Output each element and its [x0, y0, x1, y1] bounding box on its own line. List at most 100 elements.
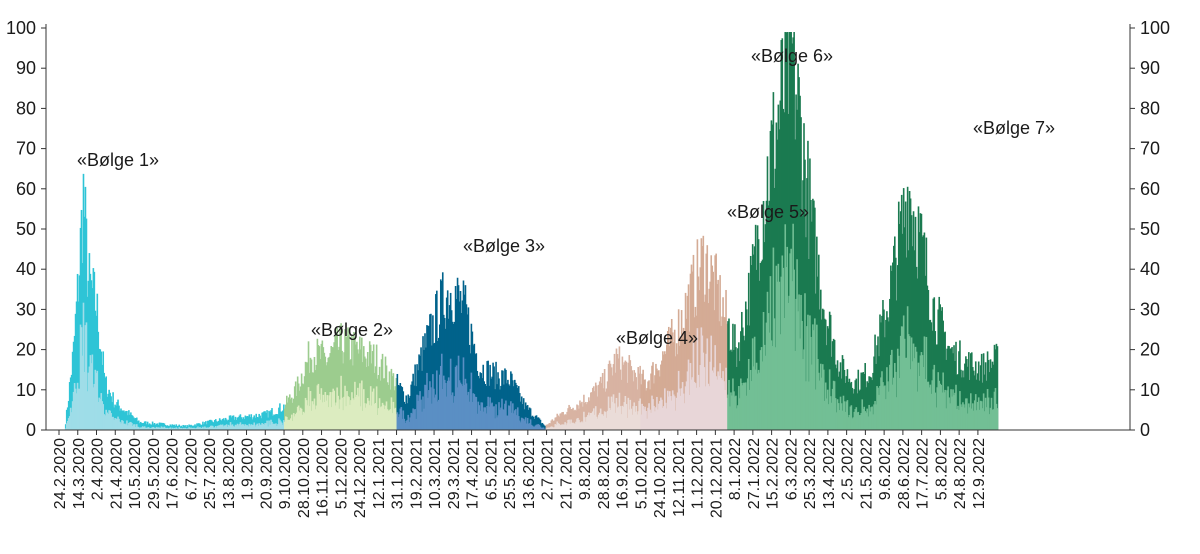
daily-sub-bar: [976, 401, 979, 430]
daily-bar: [320, 343, 323, 430]
daily-sub-bar: [67, 418, 70, 430]
daily-sub-bar: [305, 400, 308, 430]
daily-sub-bar: [698, 387, 701, 430]
daily-sub-bar: [573, 423, 575, 430]
daily-bar: [688, 331, 691, 430]
daily-bar: [683, 333, 686, 430]
daily-bar: [255, 413, 258, 430]
daily-sub-bar: [241, 424, 244, 430]
daily-bar: [964, 363, 966, 430]
daily-bar: [910, 215, 913, 430]
daily-sub-bar: [974, 394, 977, 430]
daily-sub-bar: [507, 415, 509, 430]
daily-bar: [287, 397, 290, 430]
daily-sub-bar: [805, 381, 807, 430]
daily-bar: [164, 425, 167, 430]
daily-sub-bar: [875, 404, 877, 430]
daily-bar: [358, 353, 360, 430]
daily-bar: [895, 300, 898, 430]
x-tick-label: 9.6.2022: [877, 438, 894, 500]
daily-bar: [102, 351, 105, 430]
daily-bar: [826, 326, 829, 430]
daily-sub-bar: [171, 427, 174, 430]
daily-bar: [423, 349, 425, 430]
daily-sub-bar: [386, 409, 389, 430]
daily-sub-bar: [317, 383, 320, 430]
wave-label: «Bølge 7»: [973, 118, 1055, 138]
daily-bar: [460, 312, 463, 430]
daily-sub-bar: [183, 428, 185, 430]
daily-bar: [108, 389, 110, 430]
daily-sub-bar: [600, 414, 603, 430]
daily-bar: [156, 423, 159, 430]
daily-sub-bar: [290, 414, 293, 430]
daily-bar: [385, 365, 388, 430]
daily-bar: [818, 309, 821, 430]
daily-sub-bar: [160, 426, 163, 430]
daily-bar: [374, 366, 377, 430]
daily-sub-bar: [887, 381, 889, 430]
daily-bar: [482, 364, 485, 430]
y-tick-label-left: 40: [16, 259, 36, 279]
daily-sub-bar: [173, 427, 176, 430]
daily-sub-bar: [657, 409, 659, 430]
daily-sub-bar: [966, 398, 968, 430]
daily-bar: [64, 424, 67, 430]
daily-sub-bar: [623, 402, 626, 430]
daily-bar: [639, 365, 641, 430]
y-tick-label-left: 100: [6, 18, 36, 38]
daily-bar: [707, 303, 710, 430]
daily-bar: [362, 362, 364, 430]
daily-sub-bar: [106, 412, 108, 430]
daily-sub-bar: [622, 406, 625, 430]
daily-sub-bar: [293, 416, 296, 430]
daily-sub-bar: [538, 424, 541, 430]
daily-bar: [806, 178, 808, 430]
x-tick-label: 31.1.2021: [390, 438, 407, 509]
daily-bar: [705, 253, 708, 430]
daily-bar: [719, 275, 721, 430]
daily-bar: [395, 378, 398, 430]
daily-sub-bar: [866, 408, 868, 430]
daily-sub-bar: [689, 363, 692, 430]
daily-sub-bar: [770, 340, 773, 430]
daily-bar: [463, 294, 466, 430]
daily-sub-bar: [919, 355, 922, 430]
x-tick-label: 24.2.2020: [52, 438, 69, 509]
daily-sub-bar: [288, 419, 291, 430]
daily-bar: [484, 384, 486, 430]
daily-sub-bar: [388, 410, 391, 430]
daily-bar: [388, 371, 391, 430]
daily-sub-bar: [374, 403, 377, 430]
daily-bar: [820, 319, 823, 430]
daily-bar: [528, 407, 531, 430]
daily-bar: [130, 412, 132, 430]
daily-bar: [929, 319, 932, 430]
daily-bar: [96, 293, 99, 430]
daily-bar: [318, 346, 321, 430]
daily-bar: [119, 410, 121, 430]
daily-sub-bar: [446, 380, 449, 430]
daily-sub-bar: [435, 394, 437, 430]
daily-sub-bar: [505, 400, 507, 430]
daily-bar: [839, 362, 842, 430]
x-tick-label: 13.8.2020: [221, 438, 238, 509]
daily-sub-bar: [268, 420, 270, 430]
daily-sub-bar: [559, 425, 562, 430]
daily-sub-bar: [228, 425, 231, 430]
daily-sub-bar: [672, 394, 675, 430]
daily-bar: [305, 362, 308, 430]
daily-bar: [245, 416, 248, 430]
daily-bar: [237, 417, 240, 430]
daily-sub-bar: [751, 338, 754, 430]
daily-sub-bar: [677, 370, 680, 430]
daily-sub-bar: [611, 401, 614, 430]
daily-sub-bar: [320, 388, 323, 430]
daily-sub-bar: [776, 281, 779, 430]
daily-sub-bar: [726, 397, 728, 430]
wave-label: «Bølge 6»: [751, 46, 833, 66]
daily-bar: [135, 418, 137, 430]
daily-bar: [494, 389, 496, 430]
daily-bar: [680, 310, 683, 430]
daily-sub-bar: [648, 403, 650, 430]
